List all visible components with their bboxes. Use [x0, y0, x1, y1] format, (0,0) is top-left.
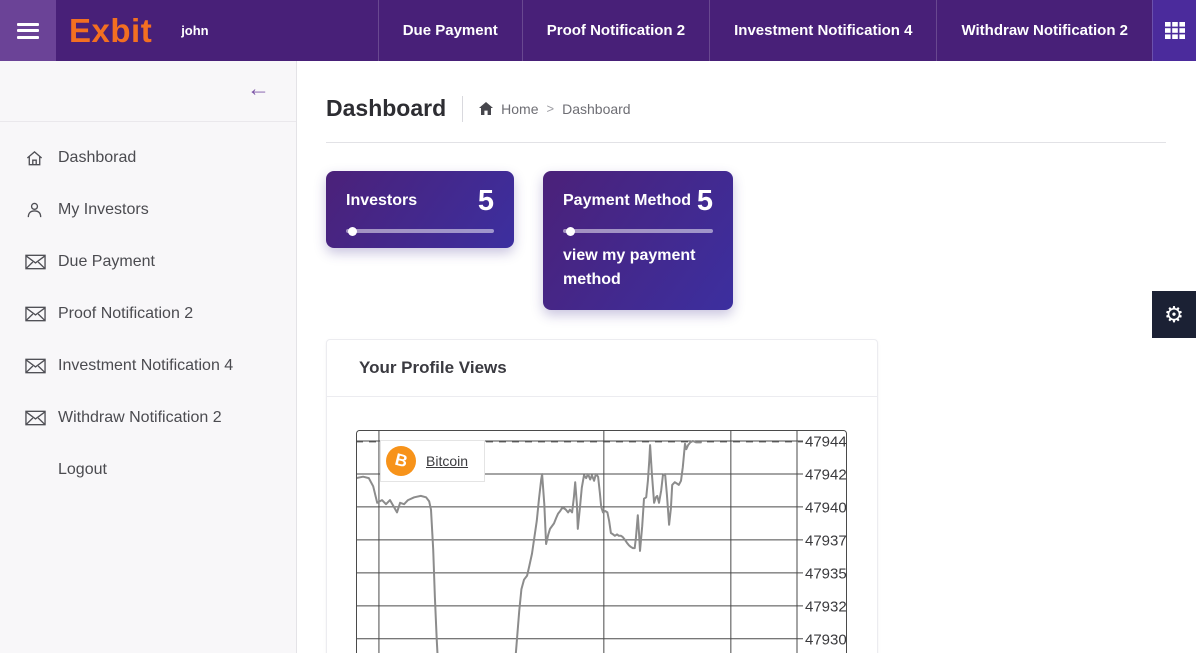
gear-icon: ⚙	[1164, 301, 1184, 327]
mail-icon	[25, 358, 58, 374]
breadcrumb: Home > Dashboard	[479, 100, 631, 117]
mail-icon	[25, 410, 58, 426]
hamburger-button[interactable]	[0, 0, 56, 61]
nav-item-due-payment[interactable]: Due Payment	[377, 0, 522, 61]
apps-grid-button[interactable]	[1152, 0, 1196, 61]
sidebar-item-due-payment[interactable]: Due Payment	[0, 236, 296, 288]
breadcrumb-home-link[interactable]: Home	[501, 100, 539, 117]
sidebar-item-label: Logout	[58, 461, 107, 478]
sidebar: ← Dashborad My Investors Due Payment Pro…	[0, 61, 297, 653]
svg-text:47932: 47932	[805, 598, 847, 615]
sidebar-item-label: Due Payment	[58, 253, 155, 270]
svg-text:47940: 47940	[805, 499, 847, 516]
bitcoin-icon: B	[386, 446, 416, 476]
sidebar-header: ←	[0, 61, 296, 122]
progress-knob	[565, 226, 575, 236]
nav-item-proof-notification[interactable]: Proof Notification 2	[521, 0, 709, 61]
main-content: Dashboard Home > Dashboard Investors 5 P…	[297, 61, 1196, 653]
mail-icon	[25, 306, 58, 322]
breadcrumb-current: Dashboard	[562, 100, 631, 117]
navbar-menu: Due Payment Proof Notification 2 Investm…	[377, 0, 1196, 61]
chart-legend: B Bitcoin	[380, 440, 486, 482]
breadcrumb-separator: >	[546, 101, 555, 116]
grid-icon	[1164, 22, 1185, 39]
view-payment-method-link[interactable]: view my payment method	[563, 247, 696, 288]
header-divider	[462, 95, 464, 122]
breadcrumb-home-icon	[479, 102, 494, 115]
sidebar-item-dashboard[interactable]: Dashborad	[0, 132, 296, 184]
payment-method-card-title: Payment Method	[563, 192, 692, 209]
sidebar-item-proof-notification[interactable]: Proof Notification 2	[0, 288, 296, 340]
home-icon	[25, 149, 58, 167]
sidebar-item-label: Proof Notification 2	[58, 305, 194, 322]
stat-cards-row: Investors 5 Payment Method 5 view my pay…	[326, 171, 1196, 310]
sidebar-item-label: My Investors	[58, 201, 149, 218]
bitcoin-price-chart[interactable]: 47944.4794247940479374793547932479304792…	[356, 430, 847, 653]
sidebar-menu: Dashborad My Investors Due Payment Proof…	[0, 122, 296, 496]
nav-item-withdraw-notification[interactable]: Withdraw Notification 2	[936, 0, 1152, 61]
sidebar-item-label: Withdraw Notification 2	[58, 409, 222, 426]
progress-knob	[348, 226, 358, 236]
username-label: john	[181, 23, 209, 38]
investors-progress-bar	[346, 226, 494, 236]
svg-text:47942: 47942	[805, 466, 847, 483]
svg-text:47930: 47930	[805, 631, 847, 648]
sidebar-item-label: Dashborad	[58, 149, 137, 166]
sidebar-item-label: Investment Notification 4	[58, 357, 234, 374]
investors-count: 5	[477, 185, 494, 217]
payment-method-progress-bar	[563, 226, 713, 236]
svg-text:47935: 47935	[805, 565, 847, 582]
settings-button[interactable]: ⚙	[1152, 291, 1196, 338]
app-logo[interactable]: Exbit	[69, 11, 153, 49]
sidebar-item-withdraw-notification[interactable]: Withdraw Notification 2	[0, 392, 296, 444]
svg-text:47944.: 47944.	[805, 433, 847, 450]
svg-text:47937: 47937	[805, 532, 847, 549]
nav-item-investment-notification[interactable]: Investment Notification 4	[709, 0, 936, 61]
profile-views-title: Your Profile Views	[327, 340, 877, 397]
investors-card: Investors 5	[326, 171, 514, 248]
user-icon	[25, 201, 58, 219]
profile-views-card: Your Profile Views 47944. 47942 47940 47937…	[326, 339, 878, 653]
investors-card-title: Investors	[346, 192, 418, 209]
payment-method-card: Payment Method 5 view my payment method	[543, 171, 733, 310]
page-header: Dashboard Home > Dashboard	[326, 95, 1166, 143]
sidebar-item-my-investors[interactable]: My Investors	[0, 184, 296, 236]
sidebar-item-logout[interactable]: Logout	[0, 444, 296, 496]
sidebar-collapse-arrow-icon[interactable]: ←	[247, 75, 270, 101]
sidebar-item-investment-notification[interactable]: Investment Notification 4	[0, 340, 296, 392]
top-navbar: Exbit john Due Payment Proof Notificatio…	[0, 0, 1196, 61]
hamburger-icon	[17, 22, 39, 39]
payment-method-count: 5	[696, 185, 713, 217]
page-title: Dashboard	[326, 95, 447, 121]
legend-bitcoin-label[interactable]: Bitcoin	[426, 453, 469, 469]
mail-icon	[25, 254, 58, 270]
